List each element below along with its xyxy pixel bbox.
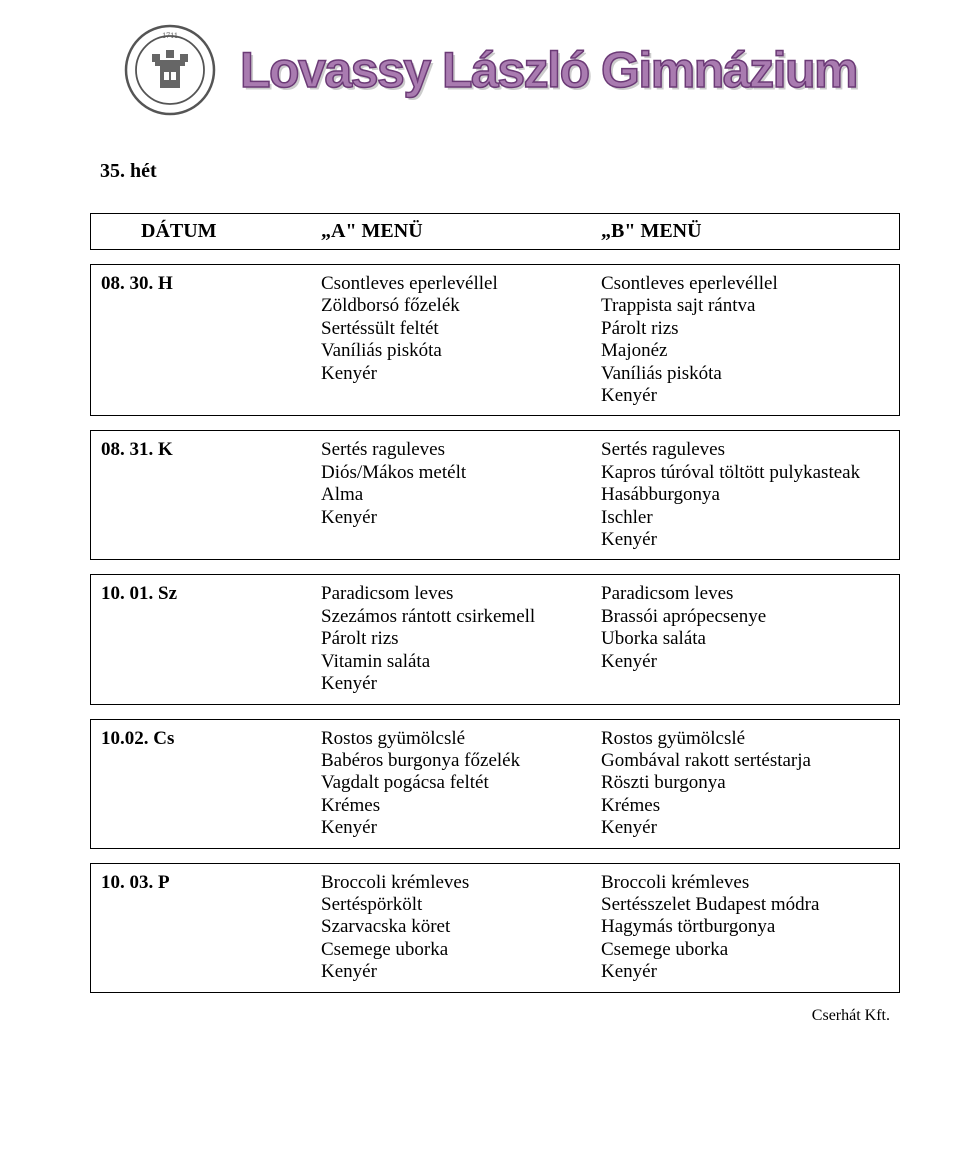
day-row: 10.02. CsRostos gyümölcsléBabéros burgon… bbox=[90, 719, 900, 849]
menu-a-cell: Sertés ragulevesDiós/Mákos metéltAlmaKen… bbox=[321, 439, 601, 551]
menu-item: Zöldborsó főzelék bbox=[321, 295, 601, 317]
menu-item: Csontleves eperlevéllel bbox=[321, 273, 601, 295]
menu-item: Paradicsom leves bbox=[601, 583, 899, 605]
menu-item: Kenyér bbox=[601, 651, 899, 673]
menu-item: Szezámos rántott csirkemell bbox=[321, 606, 601, 628]
day-row: 08. 31. KSertés ragulevesDiós/Mákos meté… bbox=[90, 430, 900, 560]
menu-a-cell: Broccoli krémlevesSertéspörköltSzarvacsk… bbox=[321, 872, 601, 984]
menu-item: Rostos gyümölcslé bbox=[321, 728, 601, 750]
svg-text:1711: 1711 bbox=[162, 31, 178, 40]
day-date: 08. 30. H bbox=[91, 273, 321, 407]
menu-b-cell: Sertés ragulevesKapros túróval töltött p… bbox=[601, 439, 899, 551]
menu-item: Párolt rizs bbox=[601, 318, 899, 340]
day-row: 08. 30. HCsontleves eperlevéllelZöldbors… bbox=[90, 264, 900, 416]
menu-item: Gombával rakott sertéstarja bbox=[601, 750, 899, 772]
menu-item: Paradicsom leves bbox=[321, 583, 601, 605]
menu-item: Vagdalt pogácsa feltét bbox=[321, 772, 601, 794]
menu-header-row: DÁTUM „A" MENÜ „B" MENÜ bbox=[90, 213, 900, 250]
week-title: 35. hét bbox=[100, 160, 900, 183]
menu-item: Kenyér bbox=[321, 817, 601, 839]
menu-item: Párolt rizs bbox=[321, 628, 601, 650]
menu-item: Krémes bbox=[321, 795, 601, 817]
menu-item: Sertés raguleves bbox=[601, 439, 899, 461]
day-date: 10. 03. P bbox=[91, 872, 321, 984]
page-header: 1711 Lovassy László Gimnázium bbox=[120, 20, 900, 120]
menu-b-cell: Paradicsom levesBrassói aprópecsenyeUbor… bbox=[601, 583, 899, 695]
menu-item: Sertéspörkölt bbox=[321, 894, 601, 916]
menu-item: Kenyér bbox=[321, 961, 601, 983]
menu-item: Csontleves eperlevéllel bbox=[601, 273, 899, 295]
menu-a-cell: Rostos gyümölcsléBabéros burgonya főzelé… bbox=[321, 728, 601, 840]
menu-item: Alma bbox=[321, 484, 601, 506]
day-row: 10. 03. PBroccoli krémlevesSertéspörkölt… bbox=[90, 863, 900, 993]
menu-item: Broccoli krémleves bbox=[321, 872, 601, 894]
day-row: 10. 01. SzParadicsom levesSzezámos ránto… bbox=[90, 574, 900, 704]
menu-item: Vaníliás piskóta bbox=[601, 363, 899, 385]
day-date: 08. 31. K bbox=[91, 439, 321, 551]
menu-item: Broccoli krémleves bbox=[601, 872, 899, 894]
menu-item: Kenyér bbox=[601, 385, 899, 407]
menu-a-cell: Csontleves eperlevéllelZöldborsó főzelék… bbox=[321, 273, 601, 407]
menu-item: Babéros burgonya főzelék bbox=[321, 750, 601, 772]
school-name-title: Lovassy László Gimnázium bbox=[240, 45, 857, 95]
menu-item: Kenyér bbox=[321, 507, 601, 529]
menu-item: Csemege uborka bbox=[321, 939, 601, 961]
menu-a-cell: Paradicsom levesSzezámos rántott csirkem… bbox=[321, 583, 601, 695]
menu-item: Sertés raguleves bbox=[321, 439, 601, 461]
column-header-menu-b: „B" MENÜ bbox=[601, 220, 899, 243]
menu-item: Kapros túróval töltött pulykasteak bbox=[601, 462, 899, 484]
menu-item: Majonéz bbox=[601, 340, 899, 362]
menu-item: Röszti burgonya bbox=[601, 772, 899, 794]
column-header-menu-a: „A" MENÜ bbox=[321, 220, 601, 243]
menu-item: Kenyér bbox=[321, 363, 601, 385]
menu-item: Kenyér bbox=[601, 529, 899, 551]
menu-item: Trappista sajt rántva bbox=[601, 295, 899, 317]
day-date: 10. 01. Sz bbox=[91, 583, 321, 695]
menu-item: Rostos gyümölcslé bbox=[601, 728, 899, 750]
column-header-date: DÁTUM bbox=[91, 220, 321, 243]
menu-item: Uborka saláta bbox=[601, 628, 899, 650]
menu-item: Csemege uborka bbox=[601, 939, 899, 961]
menu-item: Kenyér bbox=[601, 817, 899, 839]
menu-b-cell: Broccoli krémlevesSertésszelet Budapest … bbox=[601, 872, 899, 984]
day-date: 10.02. Cs bbox=[91, 728, 321, 840]
school-crest-icon: 1711 bbox=[120, 20, 220, 120]
menu-item: Kenyér bbox=[321, 673, 601, 695]
menu-b-cell: Rostos gyümölcsléGombával rakott sertést… bbox=[601, 728, 899, 840]
menu-item: Hasábburgonya bbox=[601, 484, 899, 506]
menu-item: Szarvacska köret bbox=[321, 916, 601, 938]
menu-b-cell: Csontleves eperlevéllelTrappista sajt rá… bbox=[601, 273, 899, 407]
menu-item: Vitamin saláta bbox=[321, 651, 601, 673]
days-container: 08. 30. HCsontleves eperlevéllelZöldbors… bbox=[90, 264, 900, 993]
menu-item: Kenyér bbox=[601, 961, 899, 983]
menu-item: Sertésszelet Budapest módra bbox=[601, 894, 899, 916]
menu-item: Brassói aprópecsenye bbox=[601, 606, 899, 628]
menu-item: Hagymás törtburgonya bbox=[601, 916, 899, 938]
menu-item: Sertéssült feltét bbox=[321, 318, 601, 340]
menu-item: Ischler bbox=[601, 507, 899, 529]
menu-item: Diós/Mákos metélt bbox=[321, 462, 601, 484]
footer-company: Cserhát Kft. bbox=[90, 1007, 900, 1025]
menu-item: Vaníliás piskóta bbox=[321, 340, 601, 362]
menu-item: Krémes bbox=[601, 795, 899, 817]
